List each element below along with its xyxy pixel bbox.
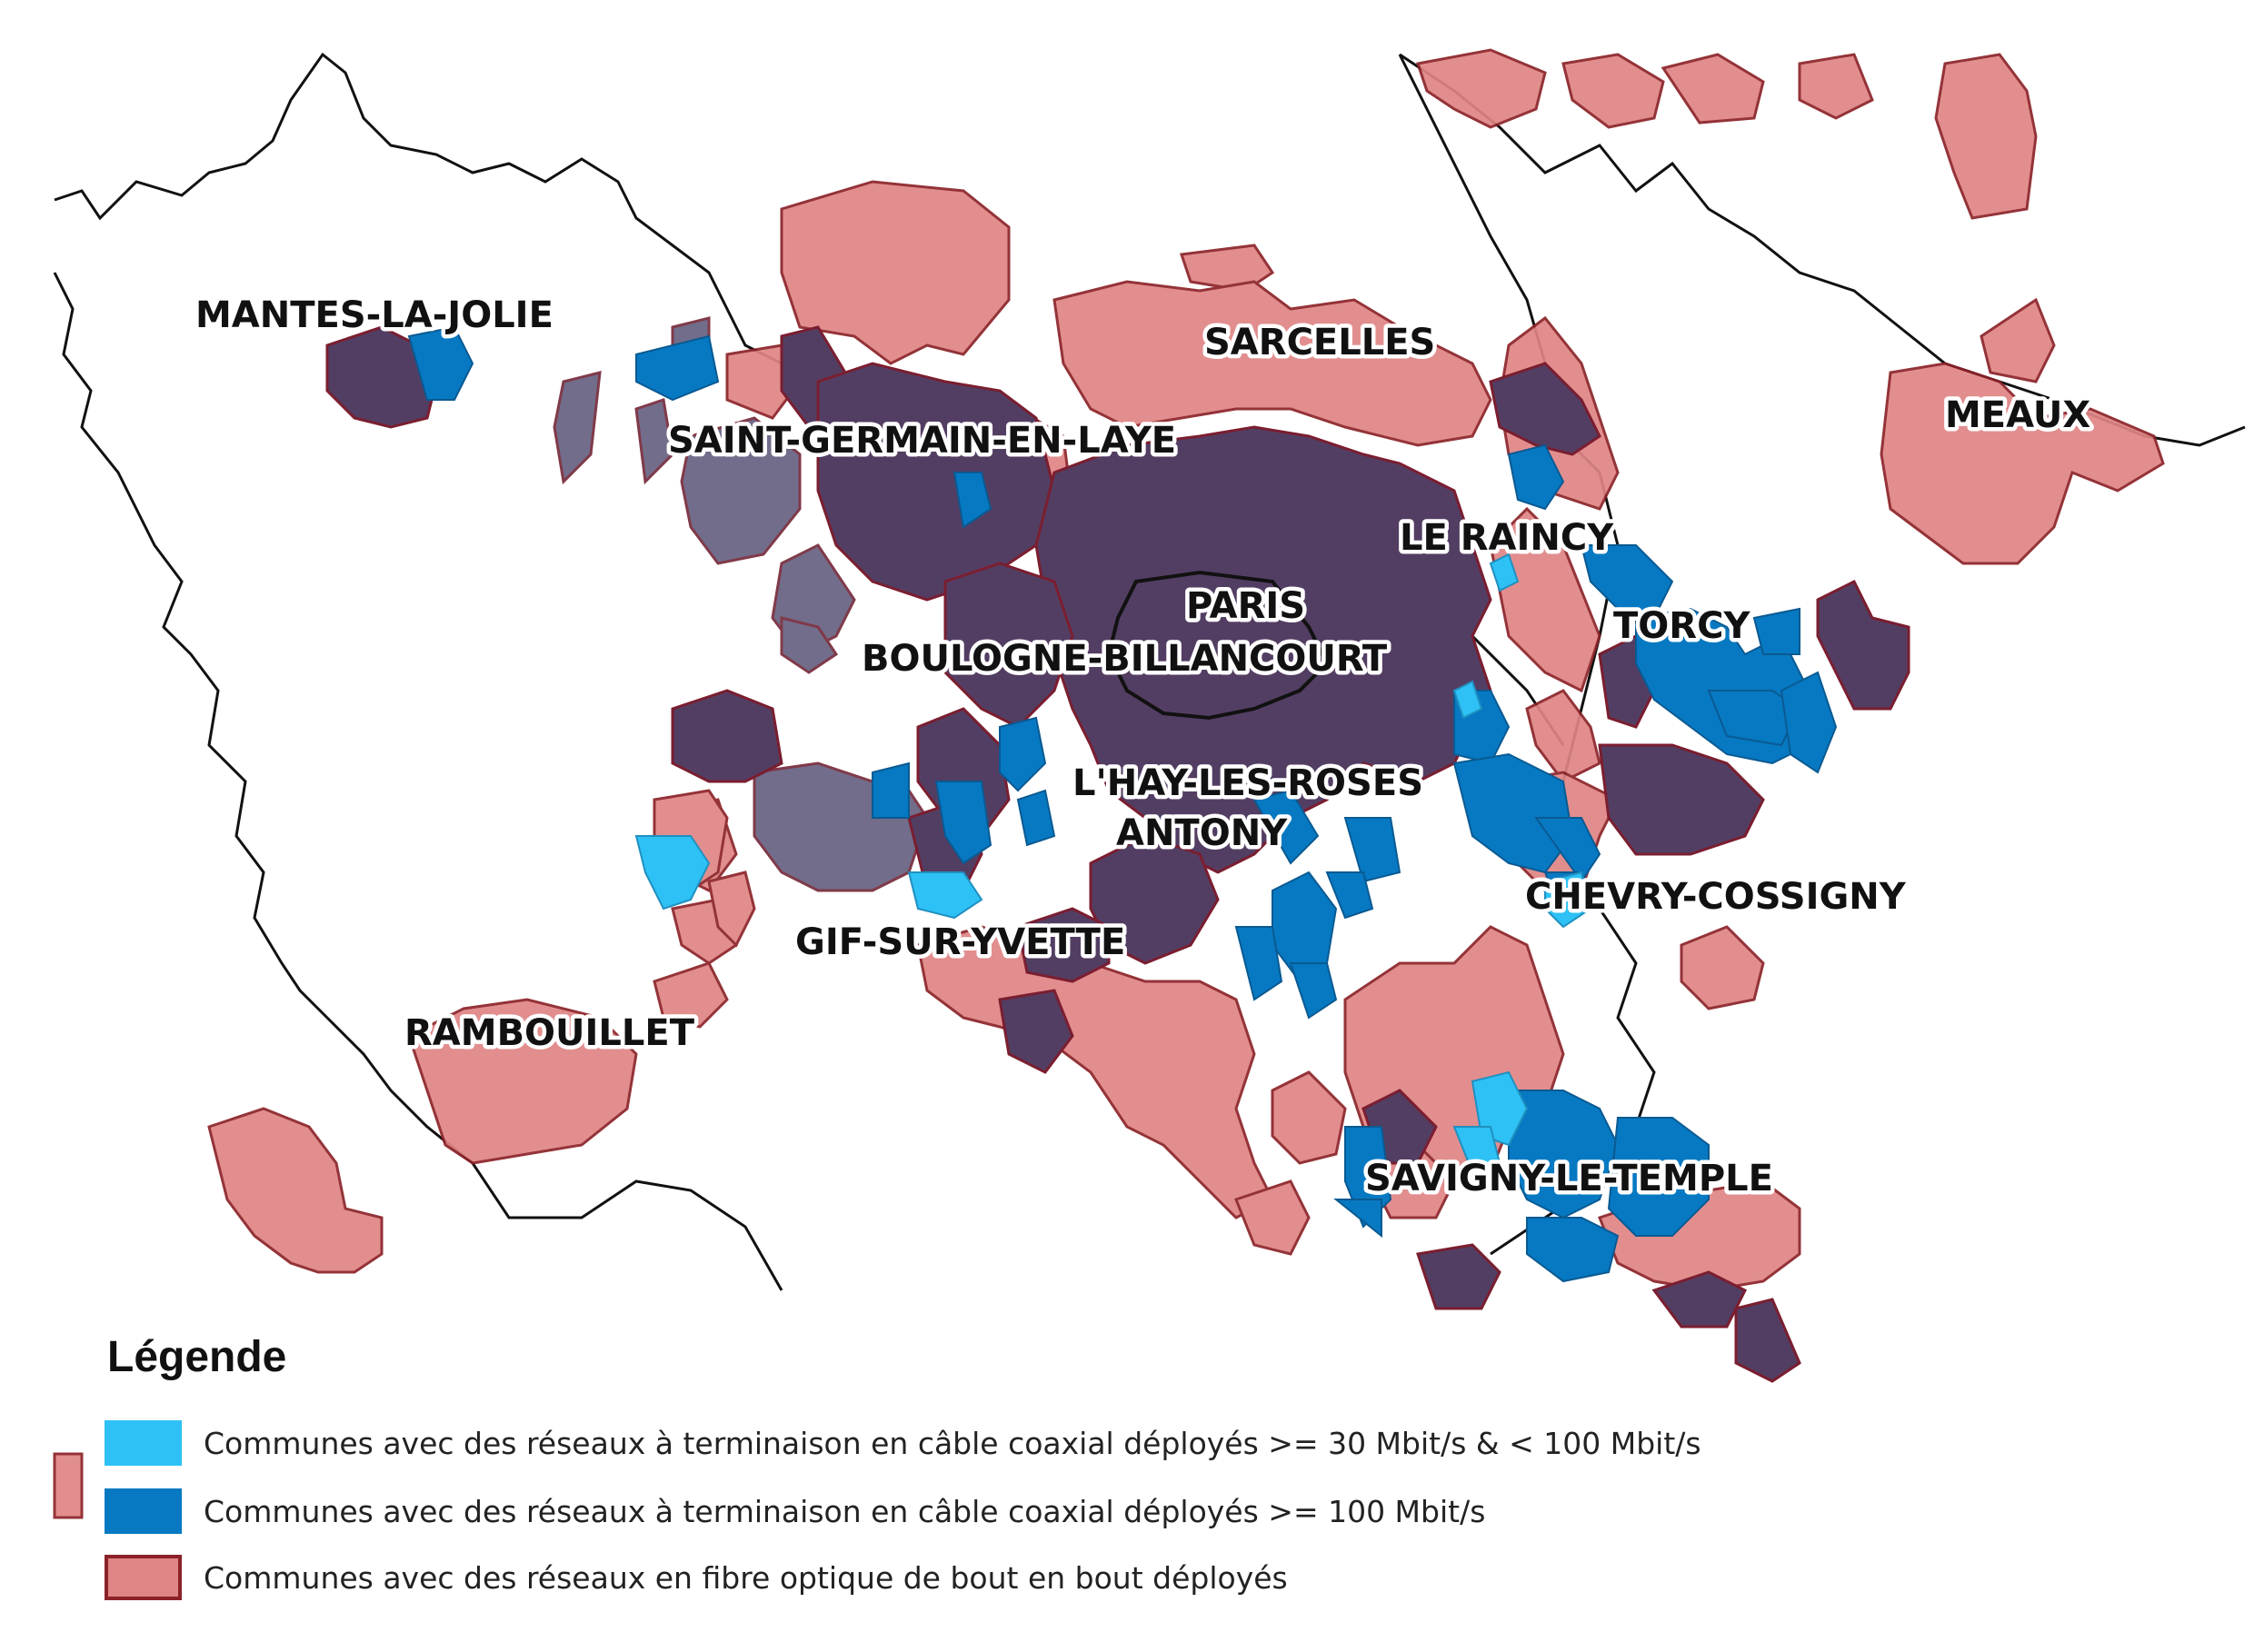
label-torcy: TORCY — [1613, 605, 1750, 647]
label-savigny-le-temple: SAVIGNY-LE-TEMPLE — [1365, 1158, 1773, 1199]
legend-label-coax-100: Communes avec des réseaux à terminaison … — [204, 1493, 1486, 1529]
legend-swatch-fibre — [105, 1555, 182, 1600]
label-mantes-la-jolie: MANTES-LA-JOLIE — [195, 294, 554, 336]
paris-boundary — [1106, 570, 1330, 721]
legend-label-fibre: Communes avec des réseaux en fibre optiq… — [204, 1559, 1288, 1596]
label-meaux: MEAUX — [1945, 394, 2090, 436]
legend-item-fibre: Communes avec des réseaux en fibre optiq… — [105, 1554, 1288, 1601]
city-labels: MANTES-LA-JOLIE SARCELLES MEAUX SAINT-GE… — [192, 291, 2095, 1204]
label-antony: ANTONY — [1116, 812, 1288, 854]
label-gif-sur-yvette: GIF-SUR-YVETTE — [795, 921, 1125, 963]
label-paris: PARIS — [1186, 585, 1305, 627]
label-lhay-les-roses: L'HAY-LES-ROSES — [1072, 762, 1423, 804]
label-le-raincy: LE RAINCY — [1400, 517, 1614, 559]
label-chevry-cossigny: CHEVRY-COSSIGNY — [1525, 876, 1907, 918]
legend-title: Légende — [107, 1333, 287, 1381]
legend-label-coax-30-100: Communes avec des réseaux à terminaison … — [204, 1425, 1701, 1461]
dark-overlap-communes — [325, 325, 1910, 1383]
coax-30-100-communes — [634, 552, 1592, 1174]
label-boulogne-billancourt: BOULOGNE-BILLANCOURT — [862, 638, 1388, 680]
label-saint-germain-en-laye: SAINT-GERMAIN-EN-LAYE — [668, 420, 1176, 462]
legend-swatch-coax-30-100 — [105, 1420, 182, 1466]
label-sarcelles: SARCELLES — [1204, 322, 1435, 363]
grey-overlap-communes — [553, 316, 929, 892]
label-rambouillet: RAMBOUILLET — [404, 1012, 695, 1054]
legend-item-coax-100: Communes avec des réseaux à terminaison … — [105, 1488, 1485, 1535]
legend-swatch-coax-100 — [105, 1488, 182, 1534]
legend-item-coax-30-100: Communes avec des réseaux à terminaison … — [105, 1419, 1701, 1467]
